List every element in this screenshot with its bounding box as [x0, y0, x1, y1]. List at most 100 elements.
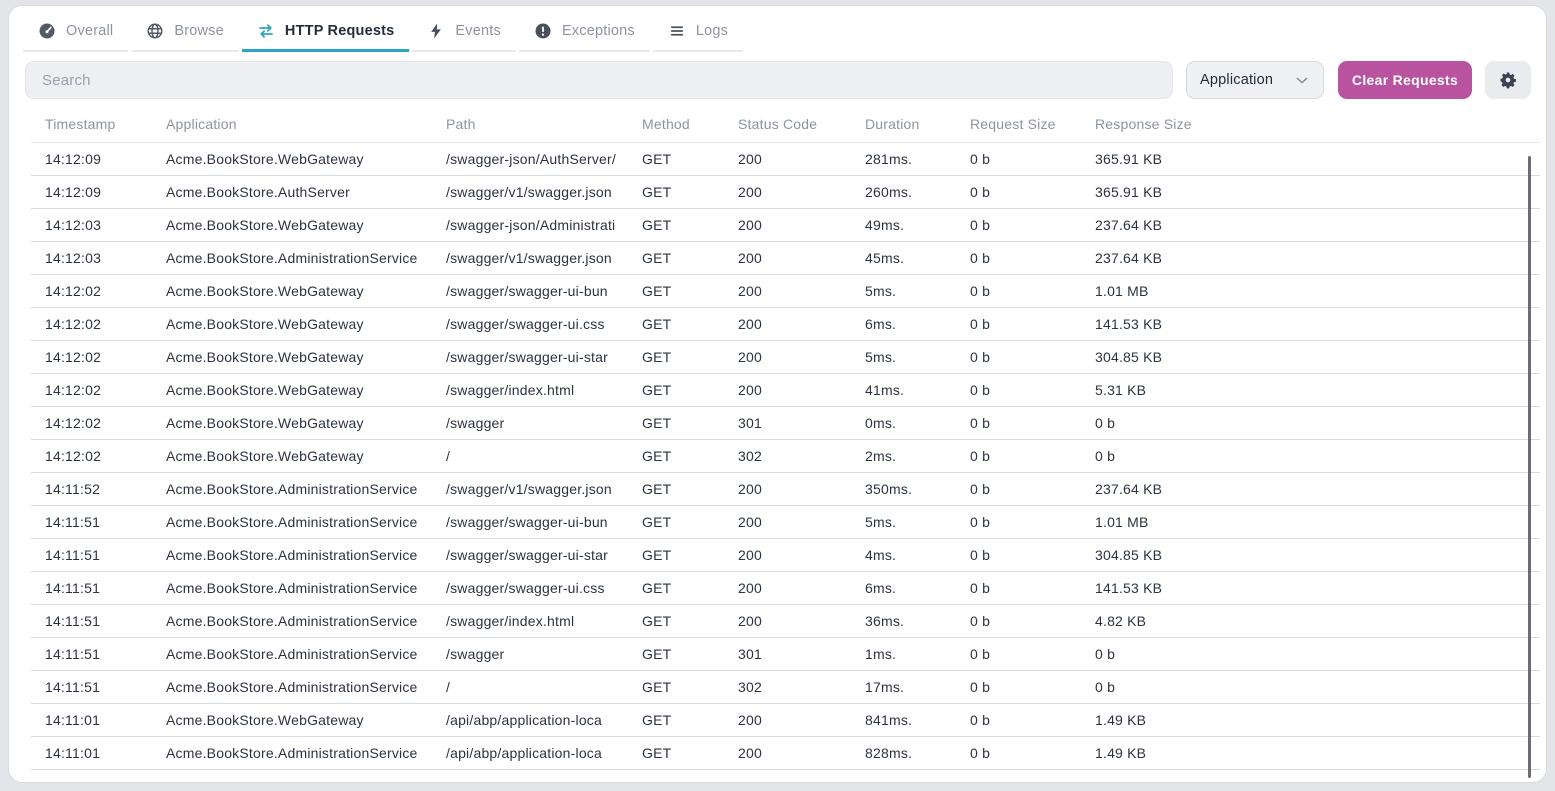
table-row[interactable]: 14:11:51 Acme.BookStore.AdministrationSe…	[31, 604, 1540, 638]
cell-request-size: 0 b	[970, 175, 1095, 209]
table-row[interactable]: 14:12:02 Acme.BookStore.WebGateway / GET…	[31, 439, 1540, 473]
table-row[interactable]: 14:11:51 Acme.BookStore.AdministrationSe…	[31, 505, 1540, 539]
search-input[interactable]	[25, 61, 1173, 99]
cell-response-size: 365.91 KB	[1095, 175, 1540, 209]
cell-path: /swagger/swagger-ui-star	[446, 538, 642, 572]
cell-timestamp: 14:12:03	[31, 208, 166, 242]
cell-request-size: 0 b	[970, 373, 1095, 407]
table-header-row: Timestamp Application Path Method Status…	[31, 106, 1540, 143]
table-row[interactable]: 14:11:01 Acme.BookStore.WebGateway /api/…	[31, 703, 1540, 737]
cell-duration: 281ms.	[865, 142, 970, 176]
requests-table: Timestamp Application Path Method Status…	[31, 106, 1540, 770]
cell-response-size: 237.64 KB	[1095, 472, 1540, 506]
tab-exceptions[interactable]: Exceptions	[518, 14, 650, 52]
cell-duration: 260ms.	[865, 175, 970, 209]
cell-method: GET	[642, 175, 738, 209]
cell-method: GET	[642, 439, 738, 473]
cell-duration: 5ms.	[865, 340, 970, 374]
globe-icon	[146, 22, 164, 40]
cell-response-size: 1.49 KB	[1095, 736, 1540, 770]
tab-events[interactable]: Events	[412, 14, 516, 52]
chevron-down-icon	[1294, 72, 1310, 88]
table-row[interactable]: 14:12:02 Acme.BookStore.WebGateway /swag…	[31, 406, 1540, 440]
cell-response-size: 304.85 KB	[1095, 538, 1540, 572]
cell-response-size: 4.82 KB	[1095, 604, 1540, 638]
cell-timestamp: 14:11:51	[31, 571, 166, 605]
column-header-response-size: Response Size	[1095, 106, 1540, 143]
cell-duration: 0ms.	[865, 406, 970, 440]
cell-timestamp: 14:11:51	[31, 604, 166, 638]
cell-request-size: 0 b	[970, 142, 1095, 176]
table-row[interactable]: 14:11:52 Acme.BookStore.AdministrationSe…	[31, 472, 1540, 506]
table-row[interactable]: 14:11:51 Acme.BookStore.AdministrationSe…	[31, 538, 1540, 572]
cell-method: GET	[642, 307, 738, 341]
cell-request-size: 0 b	[970, 307, 1095, 341]
cell-status-code: 302	[738, 439, 865, 473]
cell-timestamp: 14:12:02	[31, 307, 166, 341]
cell-timestamp: 14:11:51	[31, 637, 166, 671]
cell-duration: 1ms.	[865, 637, 970, 671]
requests-table-body: 14:12:09 Acme.BookStore.WebGateway /swag…	[31, 142, 1540, 770]
table-row[interactable]: 14:12:03 Acme.BookStore.AdministrationSe…	[31, 241, 1540, 275]
cell-application: Acme.BookStore.WebGateway	[166, 406, 446, 440]
lightning-icon	[427, 22, 445, 40]
cell-request-size: 0 b	[970, 637, 1095, 671]
table-row[interactable]: 14:11:51 Acme.BookStore.AdministrationSe…	[31, 670, 1540, 704]
settings-button[interactable]	[1485, 61, 1531, 99]
cell-timestamp: 14:11:51	[31, 538, 166, 572]
cell-status-code: 200	[738, 373, 865, 407]
cell-duration: 4ms.	[865, 538, 970, 572]
cell-path: /swagger/v1/swagger.json	[446, 472, 642, 506]
cell-method: GET	[642, 505, 738, 539]
table-row[interactable]: 14:12:09 Acme.BookStore.WebGateway /swag…	[31, 142, 1540, 176]
tab-label: Events	[455, 23, 501, 39]
tab-http-requests[interactable]: HTTP Requests	[241, 14, 410, 52]
table-row[interactable]: 14:12:03 Acme.BookStore.WebGateway /swag…	[31, 208, 1540, 242]
tab-overall[interactable]: Overall	[23, 14, 129, 52]
cell-duration: 5ms.	[865, 505, 970, 539]
vertical-scrollbar[interactable]	[1528, 156, 1531, 778]
cell-method: GET	[642, 472, 738, 506]
cell-status-code: 302	[738, 670, 865, 704]
cell-method: GET	[642, 142, 738, 176]
table-row[interactable]: 14:11:51 Acme.BookStore.AdministrationSe…	[31, 637, 1540, 671]
tab-label: Browse	[174, 23, 224, 39]
cell-response-size: 0 b	[1095, 637, 1540, 671]
cell-status-code: 200	[738, 241, 865, 275]
cell-application: Acme.BookStore.WebGateway	[166, 439, 446, 473]
application-filter-select[interactable]: Application	[1186, 61, 1324, 99]
table-row[interactable]: 14:12:09 Acme.BookStore.AuthServer /swag…	[31, 175, 1540, 209]
table-row[interactable]: 14:12:02 Acme.BookStore.WebGateway /swag…	[31, 373, 1540, 407]
cell-request-size: 0 b	[970, 274, 1095, 308]
cell-request-size: 0 b	[970, 538, 1095, 572]
cell-timestamp: 14:12:02	[31, 340, 166, 374]
cell-application: Acme.BookStore.AuthServer	[166, 175, 446, 209]
cell-application: Acme.BookStore.WebGateway	[166, 703, 446, 737]
cell-timestamp: 14:11:51	[31, 505, 166, 539]
cell-duration: 41ms.	[865, 373, 970, 407]
cell-timestamp: 14:12:09	[31, 142, 166, 176]
cell-response-size: 0 b	[1095, 439, 1540, 473]
cell-application: Acme.BookStore.AdministrationService	[166, 604, 446, 638]
column-header-path: Path	[446, 106, 642, 143]
clear-requests-button[interactable]: Clear Requests	[1338, 61, 1472, 99]
column-header-status-code: Status Code	[738, 106, 865, 143]
cell-response-size: 365.91 KB	[1095, 142, 1540, 176]
cell-method: GET	[642, 406, 738, 440]
cell-timestamp: 14:11:52	[31, 472, 166, 506]
cell-application: Acme.BookStore.AdministrationService	[166, 571, 446, 605]
cell-method: GET	[642, 274, 738, 308]
table-row[interactable]: 14:11:51 Acme.BookStore.AdministrationSe…	[31, 571, 1540, 605]
tab-label: Overall	[66, 23, 114, 39]
cell-method: GET	[642, 604, 738, 638]
column-header-timestamp: Timestamp	[31, 106, 166, 143]
table-row[interactable]: 14:11:01 Acme.BookStore.AdministrationSe…	[31, 736, 1540, 770]
table-row[interactable]: 14:12:02 Acme.BookStore.WebGateway /swag…	[31, 340, 1540, 374]
table-row[interactable]: 14:12:02 Acme.BookStore.WebGateway /swag…	[31, 274, 1540, 308]
tab-logs[interactable]: Logs	[652, 14, 744, 52]
table-row[interactable]: 14:12:02 Acme.BookStore.WebGateway /swag…	[31, 307, 1540, 341]
cell-path: /swagger/v1/swagger.json	[446, 241, 642, 275]
tab-browse[interactable]: Browse	[131, 14, 239, 52]
cell-status-code: 200	[738, 208, 865, 242]
cell-duration: 49ms.	[865, 208, 970, 242]
